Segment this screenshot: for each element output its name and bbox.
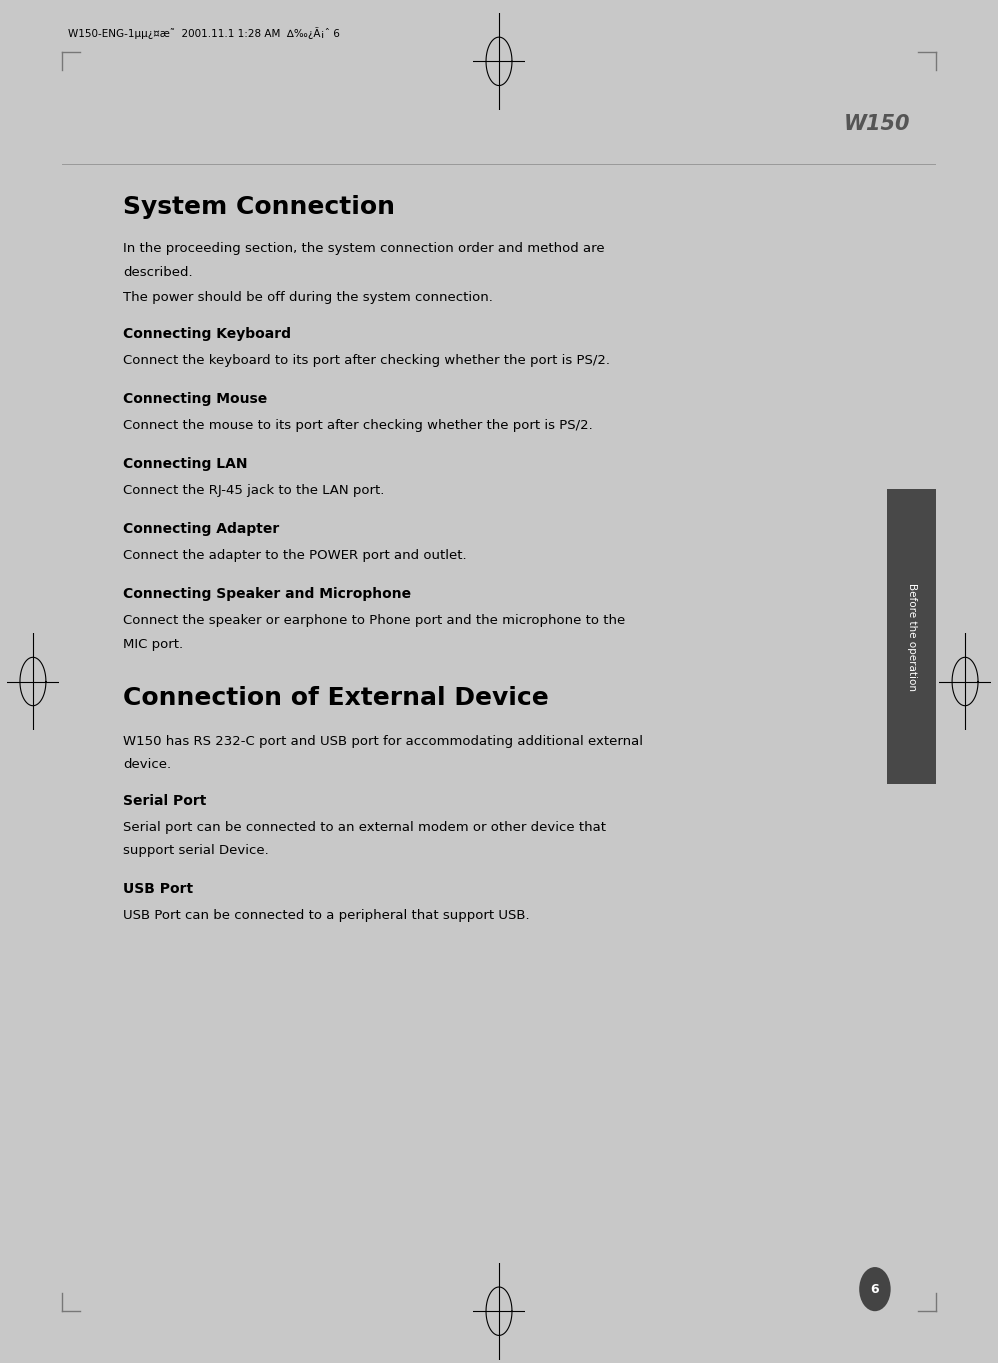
Text: Connecting Mouse: Connecting Mouse [123, 393, 267, 406]
Bar [887, 489, 936, 784]
Text: described.: described. [123, 266, 193, 279]
Text: Before the operation: Before the operation [906, 582, 916, 691]
Text: Connect the adapter to the POWER port and outlet.: Connect the adapter to the POWER port an… [123, 549, 467, 563]
Bar [62, 85, 936, 165]
Text: device.: device. [123, 758, 172, 771]
Text: Connecting LAN: Connecting LAN [123, 458, 248, 472]
Circle shape [859, 1268, 890, 1311]
Text: W150-ENG-1μμ¿¤æ˜  2001.11.1 1:28 AM  ∆‰¿Ã¡ˆ 6: W150-ENG-1μμ¿¤æ˜ 2001.11.1 1:28 AM ∆‰¿Ã¡… [68, 27, 339, 40]
Text: MIC port.: MIC port. [123, 638, 184, 650]
Text: support serial Device.: support serial Device. [123, 844, 268, 857]
Text: Connecting Speaker and Microphone: Connecting Speaker and Microphone [123, 587, 411, 601]
Text: System Connection: System Connection [123, 195, 395, 219]
Text: Connect the RJ-45 jack to the LAN port.: Connect the RJ-45 jack to the LAN port. [123, 484, 384, 497]
Text: Connect the mouse to its port after checking whether the port is PS/2.: Connect the mouse to its port after chec… [123, 420, 593, 432]
Text: Serial Port: Serial Port [123, 793, 207, 807]
Text: W150: W150 [843, 114, 910, 135]
Text: Serial port can be connected to an external modem or other device that: Serial port can be connected to an exter… [123, 821, 606, 834]
Text: USB Port: USB Port [123, 882, 194, 895]
Text: In the proceeding section, the system connection order and method are: In the proceeding section, the system co… [123, 241, 605, 255]
Text: Connecting Keyboard: Connecting Keyboard [123, 327, 291, 341]
Text: W150 has RS 232-C port and USB port for accommodating additional external: W150 has RS 232-C port and USB port for … [123, 735, 643, 748]
Text: 6: 6 [870, 1283, 879, 1296]
Text: USB Port can be connected to a peripheral that support USB.: USB Port can be connected to a periphera… [123, 909, 530, 921]
Text: Connect the speaker or earphone to Phone port and the microphone to the: Connect the speaker or earphone to Phone… [123, 615, 626, 627]
Text: The power should be off during the system connection.: The power should be off during the syste… [123, 290, 493, 304]
Text: Connect the keyboard to its port after checking whether the port is PS/2.: Connect the keyboard to its port after c… [123, 354, 610, 368]
Text: Connection of External Device: Connection of External Device [123, 686, 549, 710]
Text: Connecting Adapter: Connecting Adapter [123, 522, 279, 537]
